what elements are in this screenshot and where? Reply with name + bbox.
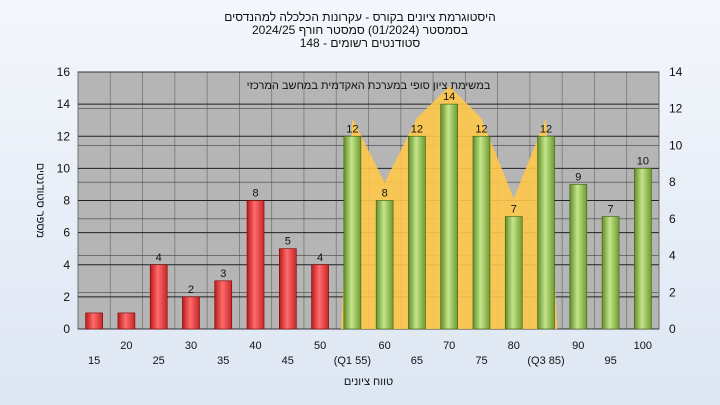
bar-30 bbox=[182, 296, 200, 330]
x-tick-label: 15 bbox=[88, 355, 100, 367]
x-tick-label: 75 bbox=[475, 355, 487, 367]
bar-value-label: 2 bbox=[188, 284, 194, 296]
y-tick-label-left: 0 bbox=[63, 322, 70, 336]
y-tick-label-left: 6 bbox=[63, 226, 70, 240]
y-tick-label-left: 14 bbox=[57, 97, 71, 111]
bar-value-label: 12 bbox=[346, 123, 358, 135]
y-tick-label-left: 4 bbox=[63, 258, 70, 272]
y-tick-label-right: 4 bbox=[669, 249, 676, 263]
bar-value-label: 10 bbox=[637, 155, 649, 167]
x-tick-label: 90 bbox=[572, 340, 584, 352]
y-tick-label-right: 6 bbox=[669, 212, 676, 226]
y-tick-label-left: 16 bbox=[57, 65, 71, 79]
chart-subtitle: בסמסטר (01/2024) סמסטר חורף 2024/25 bbox=[251, 23, 469, 37]
bar-value-label: 7 bbox=[511, 204, 517, 216]
x-tick-label: 35 bbox=[217, 355, 229, 367]
y-axis-label: מספר סטודנטים bbox=[34, 163, 46, 238]
x-tick-label: 80 bbox=[508, 340, 520, 352]
x-tick-label: 50 bbox=[314, 340, 326, 352]
x-tick-label: 95 bbox=[604, 355, 616, 367]
y-tick-label-left: 8 bbox=[63, 194, 70, 208]
x-tick-label: 65 bbox=[411, 355, 423, 367]
bar-70 bbox=[440, 103, 458, 330]
x-tick-label: 30 bbox=[185, 340, 197, 352]
y-tick-label-left: 10 bbox=[57, 161, 71, 175]
bar-40 bbox=[246, 200, 265, 330]
x-tick-label: 45 bbox=[282, 355, 294, 367]
y-tick-label-right: 10 bbox=[669, 138, 683, 152]
bar-value-label: 4 bbox=[317, 252, 323, 264]
x-tick-label: 25 bbox=[153, 355, 165, 367]
x-tick-label: 70 bbox=[443, 340, 455, 352]
bar-value-label: 8 bbox=[252, 188, 258, 200]
bar-75 bbox=[472, 135, 491, 330]
bar-60 bbox=[375, 200, 394, 330]
bar-95 bbox=[601, 216, 620, 330]
y-tick-label-left: 12 bbox=[57, 129, 71, 143]
bar-value-label: 3 bbox=[220, 268, 226, 280]
chart-title: היסטוגרמת ציונים בקורס - עקרונות הכלכלה … bbox=[224, 10, 496, 24]
bar-value-label: 5 bbox=[285, 236, 291, 248]
y-tick-label-right: 12 bbox=[669, 102, 683, 116]
bar-(Q1 55) bbox=[343, 135, 362, 330]
bar-(Q3 85) bbox=[537, 135, 555, 330]
bar-45 bbox=[279, 248, 297, 330]
bar-100 bbox=[634, 168, 652, 330]
bar-15 bbox=[85, 312, 103, 330]
bar-value-label: 14 bbox=[443, 91, 455, 103]
y-tick-label-left: 2 bbox=[63, 290, 70, 304]
x-tick-label: (Q1 55) bbox=[334, 355, 371, 367]
bar-25 bbox=[149, 264, 168, 330]
y-tick-label-right: 14 bbox=[669, 65, 683, 79]
bar-35 bbox=[214, 280, 233, 330]
x-tick-label: 40 bbox=[249, 340, 261, 352]
x-tick-label: 20 bbox=[120, 340, 132, 352]
x-tick-label: (Q3 85) bbox=[527, 355, 564, 367]
y-tick-label-right: 8 bbox=[669, 175, 676, 189]
y-tick-label-right: 2 bbox=[669, 285, 676, 299]
x-axis-label: טווח ציונים bbox=[344, 376, 393, 388]
chart-registered-count: סטודנטים רשומים - 148 bbox=[299, 36, 421, 50]
bar-80 bbox=[504, 216, 523, 330]
bar-value-label: 8 bbox=[382, 188, 388, 200]
bar-20 bbox=[117, 312, 136, 330]
bar-65 bbox=[408, 135, 426, 330]
y-tick-label-right: 0 bbox=[669, 322, 676, 336]
bar-value-label: 4 bbox=[156, 252, 162, 264]
bar-90 bbox=[569, 184, 588, 330]
chart-annotation: במשימת ציון סופי במערכת האקדמית במחשב המ… bbox=[247, 80, 491, 92]
x-tick-label: 100 bbox=[634, 340, 652, 352]
bar-value-label: 9 bbox=[575, 171, 581, 183]
bar-value-label: 7 bbox=[608, 204, 614, 216]
bar-value-label: 12 bbox=[411, 123, 423, 135]
bar-50 bbox=[311, 264, 329, 330]
bar-value-label: 12 bbox=[540, 123, 552, 135]
x-tick-label: 60 bbox=[379, 340, 391, 352]
bar-value-label: 12 bbox=[475, 123, 487, 135]
